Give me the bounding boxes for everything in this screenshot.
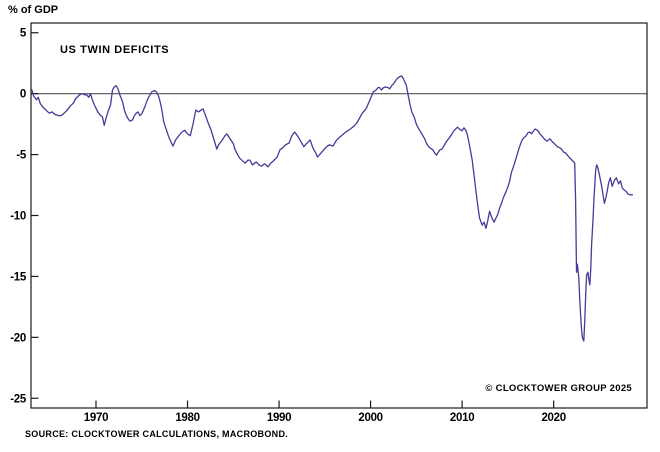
y-tick-label: -20 bbox=[10, 332, 26, 344]
y-tick-label: 5 bbox=[20, 28, 27, 40]
x-tick-label: 2020 bbox=[541, 412, 565, 424]
y-tick-label: -10 bbox=[10, 211, 26, 223]
deficit-line bbox=[31, 75, 634, 342]
x-tick-label: 1990 bbox=[267, 412, 291, 424]
y-axis-unit-label: % of GDP bbox=[8, 4, 59, 16]
source-note: SOURCE: CLOCKTOWER CALCULATIONS, MACROBO… bbox=[25, 429, 289, 439]
y-tick-label: -25 bbox=[10, 393, 27, 405]
x-tick-label: 1970 bbox=[84, 412, 108, 424]
x-tick-label: 2000 bbox=[358, 412, 382, 424]
y-tick-label: -5 bbox=[16, 150, 27, 162]
x-tick-label: 2010 bbox=[450, 412, 474, 424]
plot-frame bbox=[30, 22, 648, 409]
y-tick-label: -15 bbox=[10, 271, 27, 283]
copyright-note: © CLOCKTOWER GROUP 2025 bbox=[485, 383, 632, 394]
x-tick-label: 1980 bbox=[175, 412, 199, 424]
chart-title: US TWIN DEFICITS bbox=[60, 44, 170, 56]
y-tick-label: 0 bbox=[20, 89, 26, 101]
